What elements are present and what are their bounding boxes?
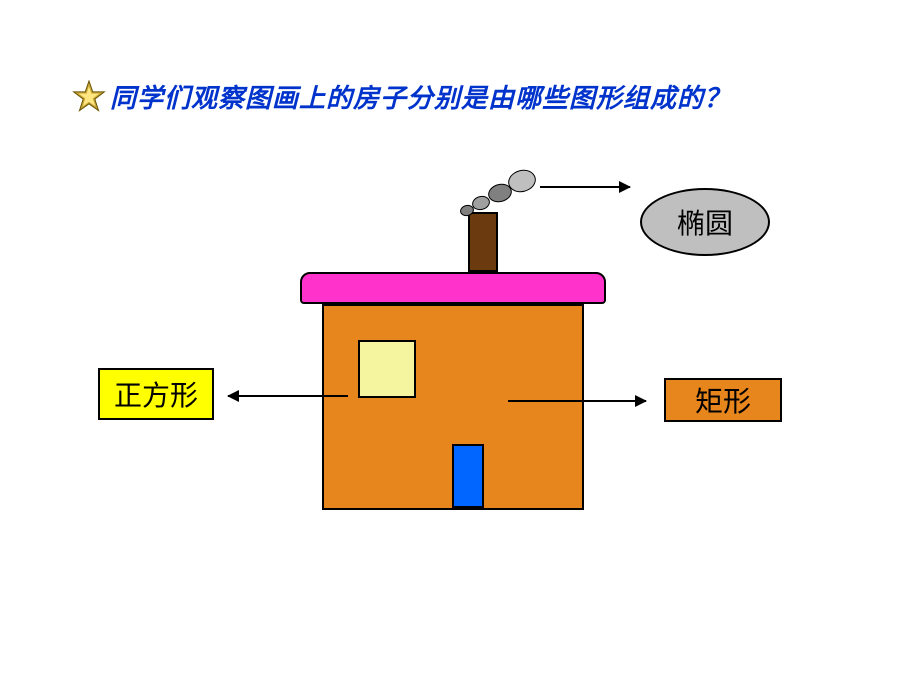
title-text: 同学们观察图画上的房子分别是由哪些图形组成的？ [110,78,731,115]
slide-canvas: 同学们观察图画上的房子分别是由哪些图形组成的？ 正方形 矩形 椭圆 [0,0,920,690]
star-icon [72,80,106,114]
label-ellipse: 椭圆 [640,188,770,256]
label-rect-text: 矩形 [695,380,751,420]
house-roof [300,272,606,304]
label-square-text: 正方形 [114,374,198,414]
arrow-to-rect [508,400,646,402]
arrow-to-ellipse [540,186,630,188]
arrow-to-square [228,395,348,397]
label-square: 正方形 [98,368,214,420]
title-row: 同学们观察图画上的房子分别是由哪些图形组成的？ [72,78,731,115]
house-window [358,340,416,398]
house-door [452,444,484,508]
house-chimney [468,212,498,272]
label-rect: 矩形 [664,378,782,422]
label-ellipse-text: 椭圆 [677,202,733,242]
